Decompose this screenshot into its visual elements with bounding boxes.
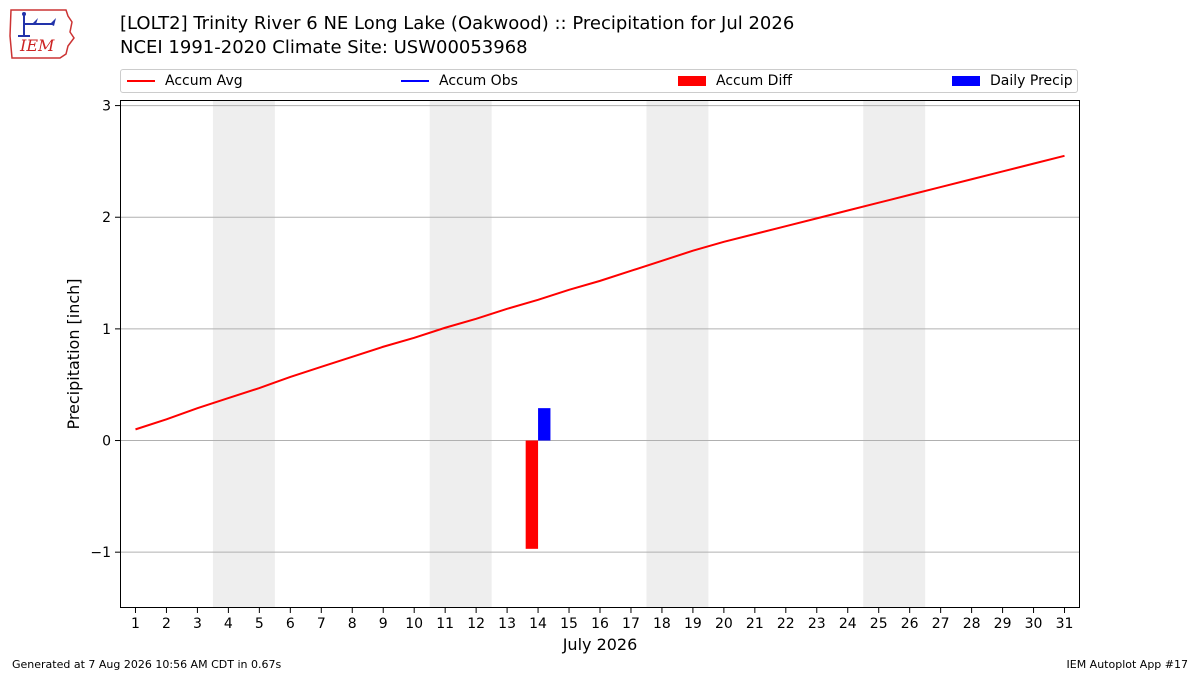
legend-item-accum-diff: Accum Diff <box>678 70 792 92</box>
legend-swatch-accum-avg <box>127 80 155 82</box>
legend-swatch-accum-diff <box>678 76 706 86</box>
daily-precip-bar <box>538 408 551 441</box>
x-tick-label: 29 <box>994 616 1012 632</box>
x-tick-label: 10 <box>405 616 423 632</box>
weekend-shading <box>212 100 275 608</box>
y-tick-label: 1 <box>102 322 111 338</box>
x-tick-label: 9 <box>379 616 388 632</box>
accum-avg-line <box>135 154 1065 431</box>
x-tick-label: 25 <box>870 616 888 632</box>
x-tick-label: 27 <box>932 616 950 632</box>
logo-text: IEM <box>19 36 55 55</box>
accum-diff-bar <box>525 440 539 549</box>
legend-swatch-daily-precip <box>952 76 980 86</box>
legend-item-daily-precip: Daily Precip <box>952 70 1073 92</box>
legend-label-accum-obs: Accum Obs <box>439 73 518 89</box>
y-axis-label: Precipitation [inch] <box>64 278 83 429</box>
x-tick-label: 15 <box>560 616 578 632</box>
x-tick-label: 4 <box>224 616 233 632</box>
x-tick-label: 21 <box>746 616 764 632</box>
x-tick-label: 12 <box>467 616 485 632</box>
x-tick-label: 17 <box>622 616 640 632</box>
x-tick-label: 22 <box>777 616 795 632</box>
plot-frame <box>120 100 1080 608</box>
x-tick-label: 31 <box>1056 616 1074 632</box>
y-tick-label: 2 <box>102 210 111 226</box>
x-tick-label: 11 <box>436 616 454 632</box>
legend-swatch-accum-obs <box>401 80 429 82</box>
x-axis-label: July 2026 <box>562 635 638 654</box>
weekend-shading <box>429 100 492 608</box>
x-tick-label: 20 <box>715 616 733 632</box>
legend-label-daily-precip: Daily Precip <box>990 73 1073 89</box>
y-tick-label: 3 <box>102 99 111 115</box>
x-tick-label: 28 <box>963 616 981 632</box>
weekend-shading <box>646 100 709 608</box>
x-tick-label: 5 <box>255 616 264 632</box>
x-tick-label: 1 <box>131 616 140 632</box>
x-tick-label: 30 <box>1025 616 1043 632</box>
legend-item-accum-obs: Accum Obs <box>401 70 518 92</box>
weekend-shading <box>863 100 926 608</box>
x-tick-label: 24 <box>839 616 857 632</box>
x-tick-label: 3 <box>193 616 202 632</box>
x-tick-label: 14 <box>529 616 547 632</box>
legend: Accum Avg Accum Obs Accum Diff Daily Pre… <box>120 69 1078 93</box>
x-tick-label: 18 <box>653 616 671 632</box>
footer-app: IEM Autoplot App #17 <box>1066 658 1189 671</box>
footer-generated: Generated at 7 Aug 2026 10:56 AM CDT in … <box>12 658 282 671</box>
y-tick-label: −1 <box>90 545 111 561</box>
x-tick-label: 23 <box>808 616 826 632</box>
x-tick-label: 8 <box>348 616 357 632</box>
iem-logo: IEM <box>8 6 80 60</box>
x-tick-label: 2 <box>162 616 171 632</box>
chart-title: [LOLT2] Trinity River 6 NE Long Lake (Oa… <box>120 13 795 34</box>
x-tick-label: 19 <box>684 616 702 632</box>
x-tick-label: 16 <box>591 616 609 632</box>
legend-label-accum-avg: Accum Avg <box>165 73 243 89</box>
legend-item-accum-avg: Accum Avg <box>127 70 243 92</box>
legend-label-accum-diff: Accum Diff <box>716 73 793 89</box>
x-tick-label: 13 <box>498 616 516 632</box>
x-tick-label: 7 <box>317 616 326 632</box>
chart-subtitle: NCEI 1991-2020 Climate Site: USW00053968 <box>120 37 528 58</box>
x-tick-label: 6 <box>286 616 295 632</box>
x-tick-label: 26 <box>901 616 919 632</box>
y-tick-label: 0 <box>102 434 111 450</box>
